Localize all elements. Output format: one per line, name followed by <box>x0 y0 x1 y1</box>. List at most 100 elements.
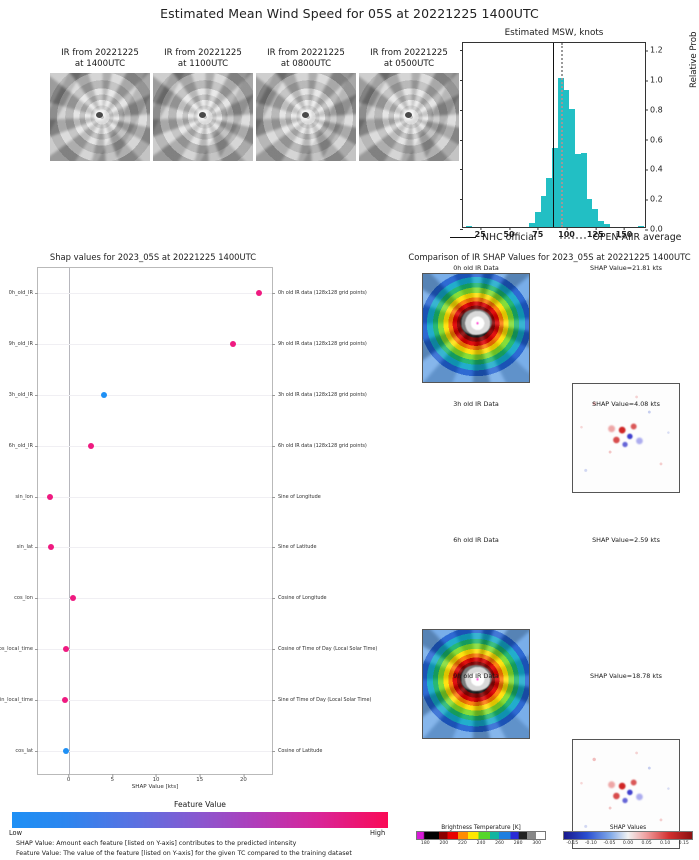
histogram-x-tick: 150 <box>616 227 632 239</box>
feature-value-gradient-bar <box>12 812 388 828</box>
nhc-official-line <box>552 43 555 227</box>
histogram-bar <box>603 224 610 227</box>
shap-feature-key: cos_lat <box>15 748 38 754</box>
shap-gridline <box>38 496 272 498</box>
map-x-tick: 84 <box>459 382 465 383</box>
histogram-bar <box>638 225 645 227</box>
shap-feature-description: Sine of Longitude <box>272 494 321 500</box>
ir-thumbnail-block: IR from 20221225 at 0500UTC <box>359 48 459 161</box>
dotted-line-icon <box>560 236 587 239</box>
shap-feature-key: cos_local_time <box>0 646 39 652</box>
ir-thumbnail-image <box>50 73 150 161</box>
shap-gridline <box>38 293 272 295</box>
histogram-bar <box>546 177 553 227</box>
map-y-tick: -18 <box>422 358 423 363</box>
ir-data-map: -13-14-15-16-17-18-1982838485868788 <box>422 273 530 383</box>
brightness-colorbar-title: Brightness Temperature [K] <box>441 825 521 831</box>
map-x-tick: 86 <box>489 382 495 383</box>
histogram-y-tick: 0.8 <box>645 105 663 114</box>
ir-thumbnail-caption: IR from 20221225 at 0500UTC <box>370 48 448 69</box>
map-y-tick: -15 <box>572 421 573 426</box>
ir-map-title: 9h old IR Data <box>453 672 499 680</box>
feature-value-title: Feature Value <box>174 800 226 809</box>
shap-point <box>62 747 69 754</box>
map-x-tick: 82 <box>578 848 584 849</box>
brightness-colorbar <box>416 831 546 840</box>
shap-value-map: -13-14-15-16-17-18-1982838485868788 <box>572 739 680 849</box>
map-y-tick: -16 <box>422 327 423 332</box>
shap-x-tick: 0 <box>67 774 70 783</box>
ir-thumbnail-block: IR from 20221225 at 1100UTC <box>153 48 253 161</box>
histogram-bar <box>552 148 558 227</box>
map-x-tick: 87 <box>655 848 661 849</box>
ir-thumbnail-image <box>256 73 356 161</box>
feature-value-note: Feature Value: The value of the feature … <box>16 850 352 857</box>
shap-feature-key: sin_lon <box>15 494 38 500</box>
map-y-tick: -17 <box>422 342 423 347</box>
map-x-tick: 87 <box>505 382 511 383</box>
map-x-tick: 83 <box>443 738 449 739</box>
map-x-tick: 87 <box>655 492 661 493</box>
histogram-x-tick: 125 <box>587 227 604 239</box>
shap-map-title: SHAP Value=21.81 kts <box>590 264 662 272</box>
shap-gridline <box>38 750 272 752</box>
shap-point <box>256 290 263 297</box>
map-x-tick: 82 <box>428 738 434 739</box>
map-y-tick: -15 <box>422 311 423 316</box>
histogram-bar <box>580 152 587 227</box>
shap-map-title: SHAP Value=2.59 kts <box>592 536 660 544</box>
colorbar-tick: -0.15 <box>566 841 579 846</box>
shap-point <box>70 595 77 602</box>
map-y-tick: -14 <box>422 651 423 656</box>
map-x-tick: 88 <box>670 848 676 849</box>
shap-x-tick: 15 <box>196 774 203 783</box>
map-x-tick: 83 <box>593 492 599 493</box>
shap-feature-description: Sine of Time of Day (Local Solar Time) <box>272 697 371 703</box>
histogram-bar <box>529 222 535 227</box>
legend-label-open-aiir: OPEN-AIIR average <box>592 232 682 243</box>
map-y-tick: -16 <box>572 437 573 442</box>
shap-colorbar-title: SHAP Values <box>609 825 647 831</box>
shap-map-title: SHAP Value=4.08 kts <box>592 400 660 408</box>
map-x-tick: 85 <box>624 848 630 849</box>
shap-point <box>229 341 236 348</box>
shap-feature-description: Cosine of Time of Day (Local Solar Time) <box>272 646 377 652</box>
shap-gridline <box>38 344 272 346</box>
map-x-tick: 83 <box>443 382 449 383</box>
colorbar-tick: 300 <box>532 841 542 846</box>
histogram-y-tick: 0.4 <box>645 165 663 174</box>
histogram-y-tick: 1.2 <box>645 46 663 55</box>
map-y-tick: -13 <box>422 635 423 640</box>
histogram-left-tick-mark <box>460 80 463 82</box>
shap-gridline <box>38 699 272 701</box>
map-y-tick: -13 <box>572 745 573 750</box>
shap-feature-key: 9h_old_IR <box>9 341 39 347</box>
map-y-tick: -19 <box>422 730 423 735</box>
map-y-tick: -19 <box>422 374 423 379</box>
shap-feature-description: 3h old IR data (128x128 grid points) <box>272 392 367 398</box>
ir-data-map: -13-14-15-16-17-18-1982838485868788 <box>422 629 530 739</box>
shap-feature-key: 0h_old_IR <box>9 290 39 296</box>
map-x-tick: 86 <box>639 848 645 849</box>
map-x-tick: 85 <box>474 738 480 739</box>
map-x-tick: 88 <box>520 382 526 383</box>
ir-thumbnail-caption: IR from 20221225 at 1100UTC <box>164 48 242 69</box>
map-y-tick: -14 <box>572 761 573 766</box>
shap-gridline <box>38 547 272 549</box>
map-x-tick: 86 <box>639 492 645 493</box>
histogram-x-tick: 25 <box>475 227 486 239</box>
histogram-left-tick-mark <box>460 229 463 230</box>
histogram-bar <box>569 109 576 227</box>
histogram-legend: NHC official OPEN-AIIR average <box>450 232 694 243</box>
map-y-tick: -13 <box>422 279 423 284</box>
solid-line-icon <box>450 237 476 238</box>
shap-plot-area: 0h_old_IR 9h_old_IR 3h_old_IR 6h_old_IR sin_… <box>0 267 377 783</box>
histogram-plot-area: 0.0 0.2 0.4 0.6 0.8 1.0 1.2 25 50 75 100 125 150 <box>460 42 663 239</box>
map-x-tick: 84 <box>609 492 615 493</box>
ir-map-title: 3h old IR Data <box>453 400 499 408</box>
map-x-tick: 82 <box>428 382 434 383</box>
histogram-left-tick-mark <box>460 50 463 52</box>
histogram-left-tick-mark <box>460 109 463 111</box>
histogram-bar <box>598 221 604 227</box>
